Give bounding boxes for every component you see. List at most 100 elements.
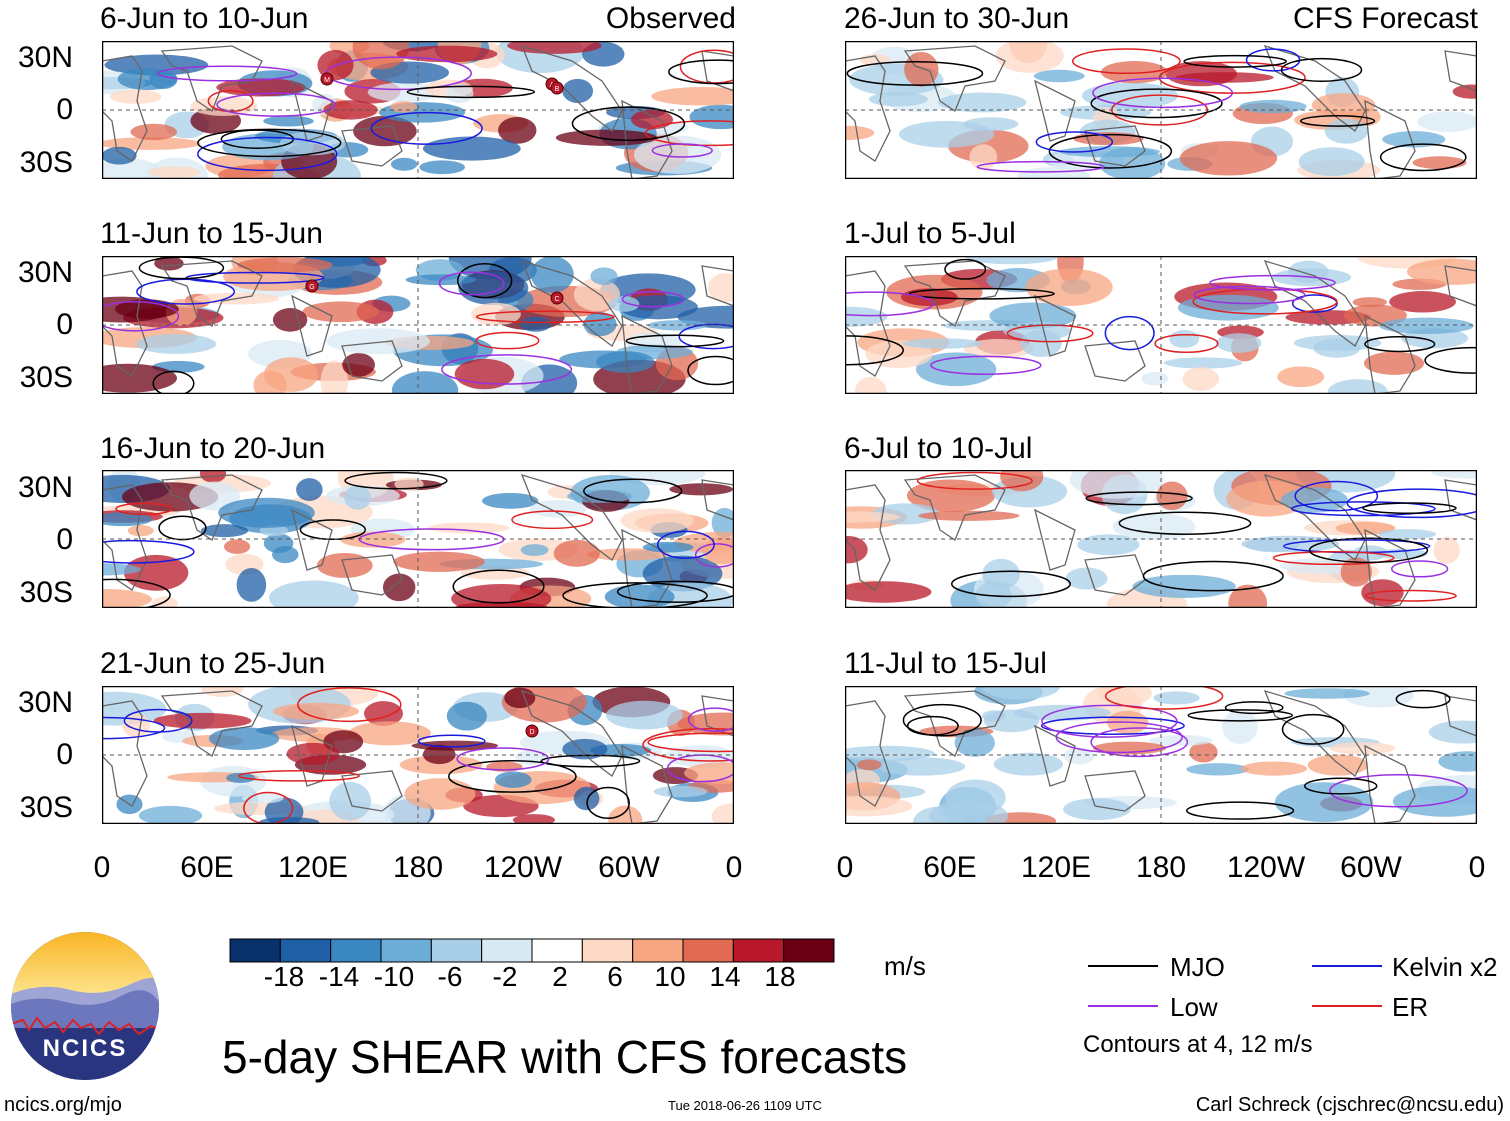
footer-timestamp: Tue 2018-06-26 1109 UTC <box>668 1098 822 1113</box>
wave-contour <box>1280 57 1363 82</box>
shear-anomaly <box>1433 536 1460 564</box>
shear-anomaly <box>154 256 184 271</box>
wave-contour <box>1085 491 1193 506</box>
colorbar-tick: 6 <box>607 961 623 992</box>
wave-contour <box>562 582 708 608</box>
storm-marker-label: D <box>529 729 534 736</box>
shear-anomaly <box>519 316 552 332</box>
shear-anomaly <box>562 78 594 104</box>
wave-contour <box>441 354 573 385</box>
lon-label-60w: 60W <box>1340 851 1402 884</box>
shear-anomaly <box>200 524 249 538</box>
wave-contour <box>583 478 683 504</box>
shear-anomaly <box>845 511 900 523</box>
shear-anomaly <box>390 157 418 171</box>
coastline <box>291 508 333 571</box>
wave-contour <box>621 290 685 308</box>
coastline <box>1034 79 1076 142</box>
shear-anomaly <box>138 805 203 824</box>
panel-title-forecast-1: 26-Jun to 30-Jun <box>844 2 1070 35</box>
shear-anomaly <box>1438 751 1477 772</box>
shear-anomaly <box>918 510 1020 521</box>
shear-anomaly <box>427 522 510 534</box>
shear-anomaly <box>845 306 888 327</box>
shear-anomaly <box>148 166 201 179</box>
shear-anomaly <box>127 525 154 537</box>
lat-label-30n: 30N <box>17 256 73 289</box>
shear-anomaly <box>689 104 734 130</box>
shear-anomaly <box>586 548 670 561</box>
coastline <box>102 484 148 591</box>
shear-anomaly <box>1141 371 1169 386</box>
wave-contour <box>299 519 367 541</box>
shear-anomaly <box>189 481 240 511</box>
wave-contour <box>1379 143 1467 172</box>
coastline <box>701 50 734 92</box>
coastline <box>1444 695 1477 737</box>
wave-contour <box>1035 131 1114 153</box>
colorbar-tick: -14 <box>318 961 360 992</box>
shear-anomaly <box>1329 742 1396 755</box>
coastline <box>621 528 673 608</box>
coastline <box>903 690 1006 757</box>
shear-anomaly <box>390 101 418 113</box>
lon-label-60e: 60E <box>180 851 234 884</box>
wave-contour <box>625 334 725 348</box>
colorbar-swatch <box>732 938 785 963</box>
wave-contour <box>906 715 959 736</box>
shear-anomaly <box>630 109 674 130</box>
wave-contour <box>656 530 715 559</box>
colorbar <box>229 938 835 963</box>
coastline <box>1444 265 1477 307</box>
wave-contour <box>944 258 987 280</box>
shear-anomaly <box>868 91 928 107</box>
shear-anomaly <box>1245 537 1300 553</box>
coastline <box>1444 50 1477 92</box>
map-panel-observed-4: D <box>102 686 734 824</box>
map-panel-observed-3 <box>102 470 734 608</box>
shear-anomaly <box>963 117 1019 131</box>
colorbar-swatch <box>783 938 835 963</box>
shear-anomaly <box>567 489 633 503</box>
wave-contour <box>406 85 536 99</box>
shear-anomaly <box>1077 534 1140 556</box>
shear-anomaly <box>711 507 734 538</box>
shear-anomaly <box>1017 166 1091 179</box>
shear-anomaly <box>906 479 996 512</box>
shear-anomaly <box>995 41 1064 73</box>
shear-anomaly <box>115 299 179 319</box>
shear-anomaly <box>279 131 346 156</box>
wave-contour <box>651 143 713 158</box>
wave-contour <box>1006 324 1094 343</box>
coastline <box>701 479 734 521</box>
coastline <box>160 260 263 327</box>
map-frame <box>845 256 1477 394</box>
footer-url[interactable]: ncics.org/mjo <box>4 1094 122 1116</box>
shear-anomaly <box>422 136 521 161</box>
panel-title-forecast-2: 1-Jul to 5-Jul <box>844 217 1016 250</box>
wave-contour <box>216 92 336 117</box>
wave-contour <box>647 732 734 753</box>
shear-map: D <box>102 686 734 824</box>
map-panel-forecast-3 <box>845 470 1477 608</box>
shear-anomaly <box>981 686 1061 700</box>
shear-anomaly <box>969 144 998 171</box>
shear-anomaly <box>1100 61 1168 84</box>
coastline <box>102 700 148 807</box>
shear-anomaly <box>1335 521 1396 535</box>
coastline <box>1263 259 1366 347</box>
coastline <box>520 259 623 347</box>
wave-contour <box>102 578 171 608</box>
map-panel-observed-1: MAB <box>102 41 734 179</box>
shear-anomaly <box>1059 146 1161 158</box>
wave-contour <box>1092 77 1234 109</box>
wave-contour <box>1209 274 1336 291</box>
shear-anomaly <box>109 89 162 104</box>
observed-header: Observed <box>605 2 736 35</box>
panel-title-observed-1: 6-Jun to 10-Jun <box>100 2 309 35</box>
shear-anomaly <box>530 256 574 293</box>
shear-anomaly <box>208 727 280 751</box>
coastline <box>903 260 1006 327</box>
coastline <box>845 484 891 591</box>
colorbar-swatch <box>229 938 281 963</box>
